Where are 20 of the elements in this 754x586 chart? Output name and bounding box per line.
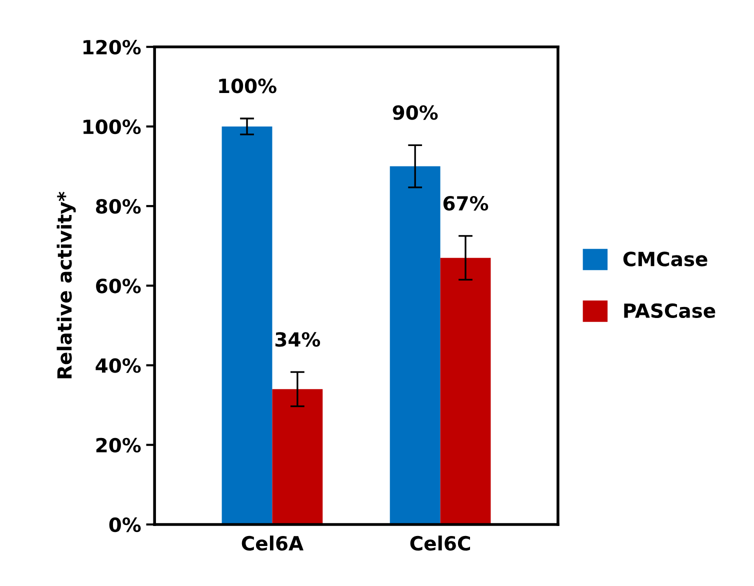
data-label: 34% bbox=[275, 332, 320, 347]
y-tick-label: 20% bbox=[96, 438, 141, 453]
legend-label: PASCase bbox=[624, 303, 716, 318]
y-tick-label: 0% bbox=[109, 517, 141, 532]
y-axis-title: Relative activity* bbox=[56, 192, 76, 378]
bar bbox=[222, 126, 272, 524]
data-label: 67% bbox=[443, 196, 488, 211]
data-label: 90% bbox=[392, 105, 438, 120]
y-tick-label: 40% bbox=[96, 358, 141, 373]
bar bbox=[440, 258, 491, 524]
y-tick-label: 80% bbox=[96, 199, 141, 214]
x-tick-label: Cel6C bbox=[410, 536, 470, 551]
data-label: 100% bbox=[219, 78, 276, 94]
y-tick-label: 60% bbox=[96, 278, 141, 294]
x-tick-label: Cel6A bbox=[242, 536, 304, 551]
bar bbox=[390, 166, 440, 524]
y-tick-label: 120% bbox=[84, 40, 141, 55]
bar bbox=[272, 389, 323, 524]
y-tick-label: 100% bbox=[84, 119, 141, 134]
legend-label: CMCase bbox=[623, 252, 708, 266]
